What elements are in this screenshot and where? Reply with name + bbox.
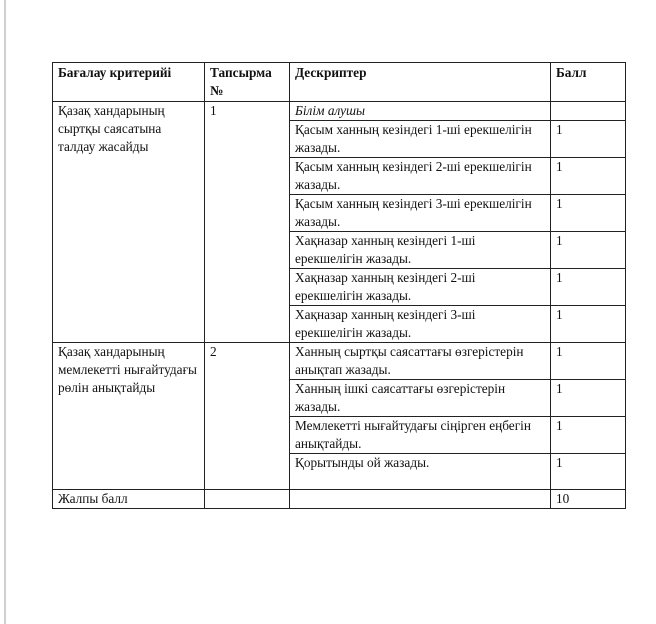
page-edge [4, 0, 6, 624]
header-row: Бағалау критерийі Тапсырма № Дескриптер … [52, 62, 626, 102]
header-criteria: Бағалау критерийі [52, 62, 205, 102]
table-row: Қазақ хандарының сыртқы саясатына талдау… [52, 101, 626, 343]
total-row: Жалпы балл 10 [52, 489, 626, 509]
task-cell: 1 [204, 101, 290, 343]
header-score: Балл [550, 62, 626, 102]
descriptor-cell: Хақназар ханның кезіндегі 3-ші ерекшеліг… [289, 305, 551, 343]
descriptor-cell: Ханның сыртқы саясаттағы өзгерістерін ан… [289, 342, 551, 380]
score-cell: 1 [550, 379, 626, 417]
descriptor-cell: Хақназар ханның кезіндегі 1-ші ерекшеліг… [289, 231, 551, 269]
table-row: Ханның ішкі саясаттағы өзгерістерін жаза… [53, 379, 626, 417]
score-cell: 1 [550, 305, 626, 343]
score-cell: 1 [550, 453, 626, 490]
header-task: Тапсырма № [204, 62, 290, 102]
empty-cell [204, 489, 290, 509]
table-row: Қасым ханның кезіндегі 2-ші ерекшелігін … [53, 157, 626, 195]
descriptor-cell: Қасым ханның кезіндегі 3-ші ерекшелігін … [289, 194, 551, 232]
descriptor-cell: Қасым ханның кезіндегі 2-ші ерекшелігін … [289, 157, 551, 195]
descriptor-cell: Хақназар ханның кезіндегі 2-ші ерекшеліг… [289, 268, 551, 306]
score-cell: 1 [550, 194, 626, 232]
table-row: Қорытынды ой жазады. 1 [53, 453, 626, 490]
criteria-cell: Қазақ хандарының мемлекетті нығайтудағы … [52, 342, 205, 490]
score-cell: 1 [550, 157, 626, 195]
score-cell [550, 101, 626, 121]
criteria-cell: Қазақ хандарының сыртқы саясатына талдау… [52, 101, 205, 343]
assessment-table: Бағалау критерийі Тапсырма № Дескриптер … [52, 62, 626, 509]
descriptor-cell: Қасым ханның кезіндегі 1-ші ерекшелігін … [289, 120, 551, 158]
descriptor-cell: Мемлекетті нығайтудағы сіңірген еңбегін … [289, 416, 551, 454]
header-descriptor: Дескриптер [289, 62, 551, 102]
descriptor-cell: Қорытынды ой жазады. [289, 453, 551, 490]
score-cell: 1 [550, 268, 626, 306]
table-row: Қасым ханның кезіндегі 1-ші ерекшелігін … [53, 120, 626, 158]
descriptor-cell: Ханның ішкі саясаттағы өзгерістерін жаза… [289, 379, 551, 417]
score-cell: 1 [550, 231, 626, 269]
score-cell: 1 [550, 120, 626, 158]
table-row: Қазақ хандарының мемлекетті нығайтудағы … [52, 342, 626, 490]
total-label: Жалпы балл [52, 489, 205, 509]
task-cell: 2 [204, 342, 290, 490]
empty-cell [289, 489, 551, 509]
table-row: Қасым ханның кезіндегі 3-ші ерекшелігін … [53, 194, 626, 232]
intro-cell: Білім алушы [289, 101, 551, 121]
table-row: Хақназар ханның кезіндегі 2-ші ерекшеліг… [53, 268, 626, 306]
score-cell: 1 [550, 416, 626, 454]
total-score: 10 [550, 489, 626, 509]
score-cell: 1 [550, 342, 626, 380]
